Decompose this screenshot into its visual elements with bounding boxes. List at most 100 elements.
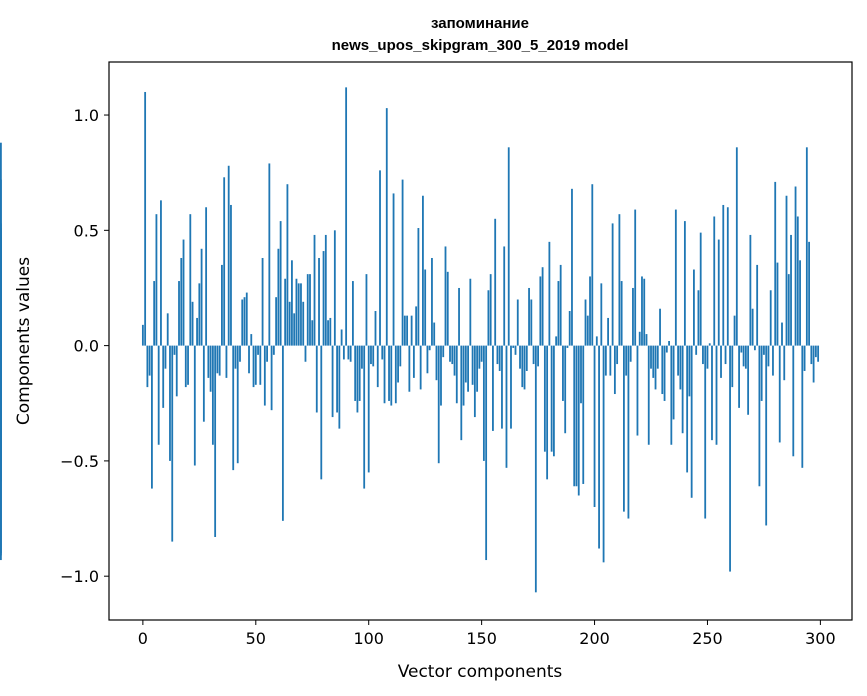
bar (580, 345, 582, 404)
bar (690, 345, 693, 498)
bar (153, 281, 156, 346)
bar (234, 345, 237, 369)
bar (422, 195, 424, 346)
bar (627, 345, 630, 519)
bar (160, 200, 162, 346)
bar (336, 345, 338, 413)
bar (381, 345, 384, 360)
x-tick-label: 0 (138, 629, 148, 648)
bar (403, 315, 406, 346)
bar (751, 308, 754, 346)
bar (496, 345, 499, 365)
x-tick-label: 100 (353, 629, 384, 648)
bar (241, 299, 244, 346)
bar (618, 214, 621, 346)
bar (769, 290, 772, 346)
bar (417, 228, 420, 346)
bar (449, 345, 451, 362)
bar (388, 345, 390, 401)
bar (717, 239, 720, 346)
bar (593, 345, 596, 508)
bar (0, 345, 2, 348)
bar (562, 345, 564, 401)
bar (444, 246, 447, 346)
bar (600, 283, 603, 346)
bar (250, 334, 253, 346)
bar (753, 345, 756, 351)
bar (297, 283, 300, 346)
bar (0, 237, 2, 346)
bar (634, 209, 637, 346)
bar (735, 147, 738, 346)
bar (442, 345, 445, 358)
bar (431, 257, 433, 346)
bar (760, 345, 763, 401)
bar (376, 345, 379, 388)
bar (765, 345, 768, 526)
bar (189, 214, 192, 346)
bar (661, 345, 664, 395)
bar (426, 345, 429, 374)
bar (347, 345, 350, 360)
bar (711, 345, 713, 441)
bar (370, 345, 372, 365)
bar (327, 320, 329, 346)
bar (469, 278, 472, 346)
bar (408, 345, 411, 392)
bar (584, 299, 587, 346)
bar (568, 311, 571, 346)
bar (738, 345, 740, 408)
bar (259, 345, 262, 385)
bar (550, 345, 553, 452)
bar (356, 345, 359, 413)
bar (498, 345, 501, 371)
bar (537, 345, 539, 367)
bar (534, 345, 537, 593)
bar (650, 345, 652, 369)
bar (202, 345, 205, 422)
bar (722, 204, 725, 346)
bar (611, 223, 614, 346)
bar (559, 264, 562, 346)
bar (144, 91, 147, 346)
bar (236, 345, 239, 464)
bar (693, 269, 695, 346)
bar (230, 204, 232, 346)
bar (0, 345, 2, 556)
bar (245, 292, 248, 346)
bar (239, 345, 241, 362)
bar (401, 179, 404, 346)
bar (767, 345, 770, 367)
bar (772, 345, 774, 376)
bar (699, 232, 702, 346)
x-axis-label: Vector components (398, 662, 563, 682)
bar (503, 246, 506, 346)
bar (440, 345, 442, 406)
bar (207, 345, 210, 378)
bar (641, 276, 643, 346)
bar (794, 186, 797, 346)
bar (787, 274, 790, 346)
bar (747, 345, 750, 415)
bar (706, 345, 709, 369)
bar (288, 301, 291, 346)
bar (625, 345, 628, 376)
bar (458, 287, 460, 346)
bar (801, 345, 804, 468)
bar (252, 345, 255, 388)
bar (512, 345, 515, 348)
bar (151, 345, 153, 489)
bar (211, 345, 214, 445)
bar (193, 345, 196, 466)
bar (291, 260, 293, 346)
bar (774, 181, 777, 346)
bar (523, 345, 526, 390)
bar (216, 345, 219, 374)
bar (733, 315, 736, 346)
bar (164, 345, 167, 369)
bar (198, 283, 201, 346)
bar (383, 345, 386, 404)
bar (577, 345, 580, 496)
bar (778, 345, 781, 443)
bar (178, 281, 180, 346)
